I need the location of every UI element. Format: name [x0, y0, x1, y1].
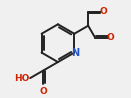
Text: N: N [71, 48, 79, 58]
Text: O: O [100, 7, 108, 16]
Text: O: O [107, 34, 115, 42]
Text: O: O [39, 87, 47, 96]
Text: HO: HO [14, 74, 29, 83]
